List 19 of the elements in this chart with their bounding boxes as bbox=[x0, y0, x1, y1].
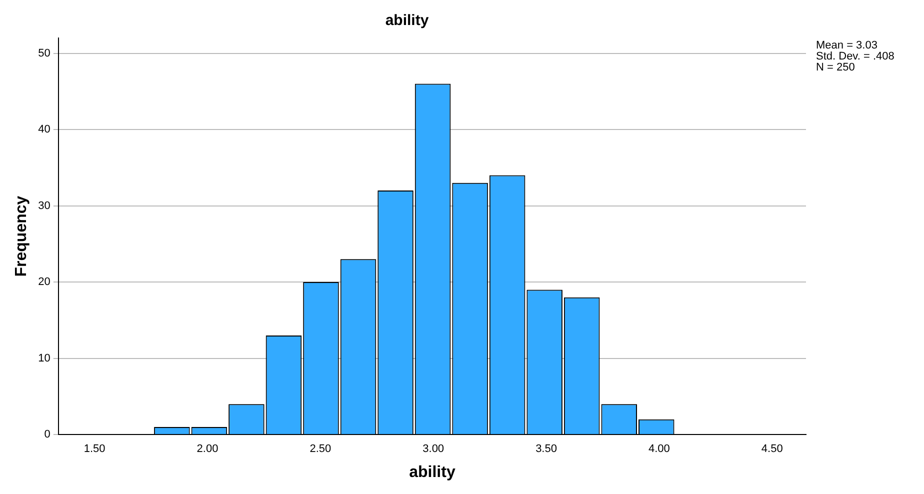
x-tick-label: 3.00 bbox=[422, 443, 444, 456]
y-tick-label: 40 bbox=[38, 124, 50, 136]
y-tick-label: 30 bbox=[38, 200, 50, 212]
chart-title: ability bbox=[385, 12, 430, 30]
y-tick-label: 50 bbox=[38, 47, 50, 60]
x-axis-title: ability bbox=[409, 464, 456, 481]
x-tick-label: 3.50 bbox=[536, 443, 557, 456]
x-tick-label: 2.50 bbox=[310, 443, 332, 456]
y-tick-label: 10 bbox=[38, 352, 50, 364]
text: N = 250 bbox=[816, 62, 855, 74]
y-tick-label: 0 bbox=[44, 428, 50, 441]
x-tick-label: 2.00 bbox=[196, 443, 218, 456]
x-tick-label: 4.00 bbox=[648, 443, 670, 456]
y-axis-title: Frequency bbox=[13, 196, 30, 277]
y-tick-label: 20 bbox=[38, 276, 50, 288]
text: Std. Dev. = .408 bbox=[816, 50, 894, 63]
text: Mean = 3.03 bbox=[816, 40, 878, 52]
x-tick-label: 4.50 bbox=[761, 443, 783, 456]
x-tick-label: 1.50 bbox=[84, 443, 106, 456]
